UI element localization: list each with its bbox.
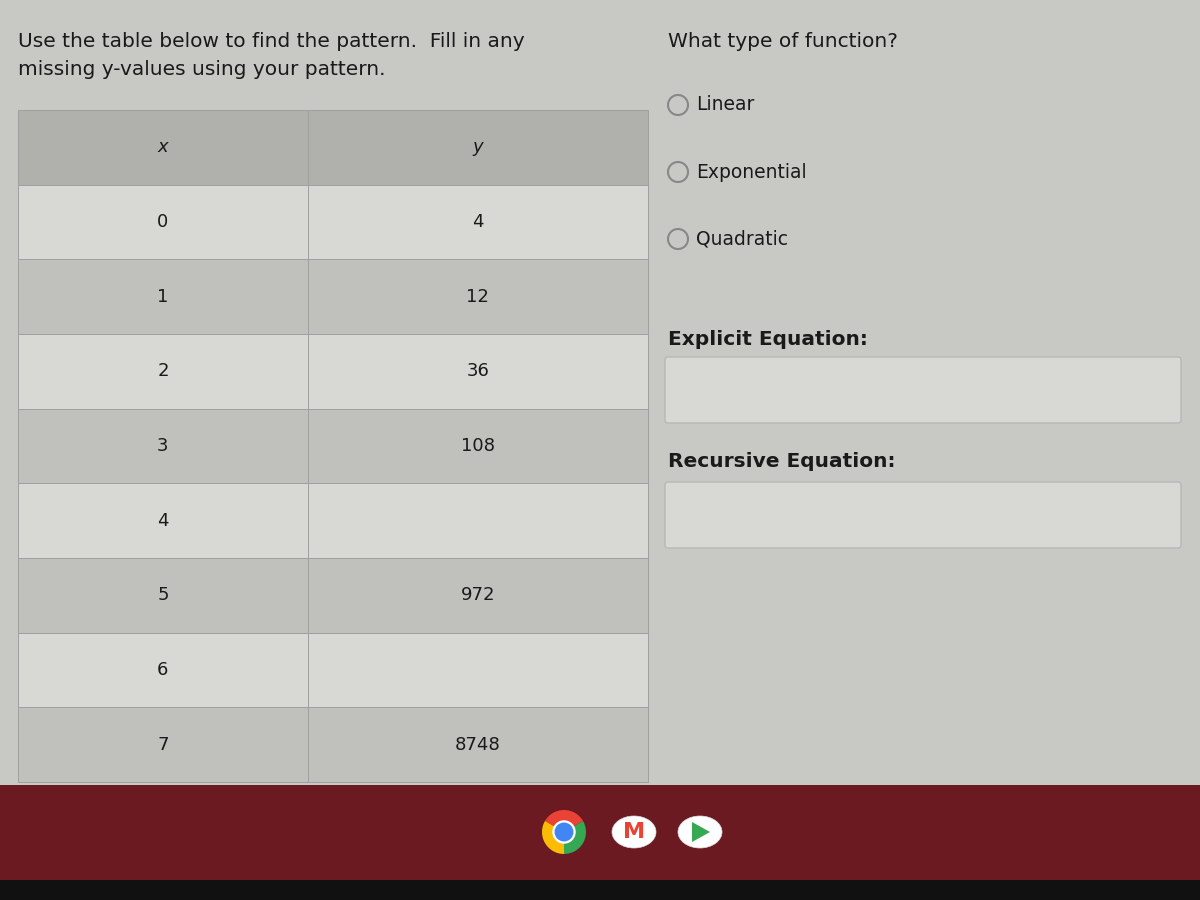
Ellipse shape [678,816,722,848]
Text: 7: 7 [157,735,169,753]
Circle shape [554,822,574,842]
Bar [307,259,648,334]
Text: Linear: Linear [696,95,755,114]
Text: 3: 3 [157,437,169,455]
Bar [307,334,648,409]
Bar [0,880,1200,900]
Text: Explicit Equation:: Explicit Equation: [668,330,868,349]
Bar [18,409,307,483]
Text: 8748: 8748 [455,735,500,753]
Bar [18,110,307,184]
Bar [307,110,648,184]
Text: 972: 972 [461,586,496,604]
Text: Use the table below to find the pattern.  Fill in any
missing y-values using you: Use the table below to find the pattern.… [18,32,524,79]
Bar [307,409,648,483]
Bar [0,785,1200,900]
Text: Quadratic: Quadratic [696,230,788,248]
Text: 4: 4 [157,512,169,530]
Bar [307,633,648,707]
Text: Recursive Equation:: Recursive Equation: [668,452,895,471]
Bar [18,707,307,782]
FancyBboxPatch shape [665,482,1181,548]
Text: 108: 108 [461,437,494,455]
Bar [18,259,307,334]
Text: 0: 0 [157,213,168,231]
Text: 2: 2 [157,363,169,381]
Circle shape [554,823,574,842]
Bar [307,483,648,558]
Bar [18,558,307,633]
Bar [307,184,648,259]
Wedge shape [542,821,564,854]
Text: 1: 1 [157,288,168,306]
Wedge shape [564,821,586,854]
Text: 6: 6 [157,661,168,679]
Bar [307,707,648,782]
Text: What type of function?: What type of function? [668,32,898,51]
Bar [18,483,307,558]
Text: 5: 5 [157,586,169,604]
Bar [18,184,307,259]
Text: Exponential: Exponential [696,163,806,182]
FancyBboxPatch shape [665,357,1181,423]
Polygon shape [692,822,710,842]
Bar [307,558,648,633]
Bar [18,633,307,707]
Text: 36: 36 [467,363,490,381]
Text: 12: 12 [467,288,490,306]
Text: y: y [473,139,484,157]
Wedge shape [545,810,583,827]
Ellipse shape [612,816,656,848]
Text: x: x [157,139,168,157]
Text: M: M [623,822,646,842]
Bar [18,334,307,409]
Text: 4: 4 [472,213,484,231]
